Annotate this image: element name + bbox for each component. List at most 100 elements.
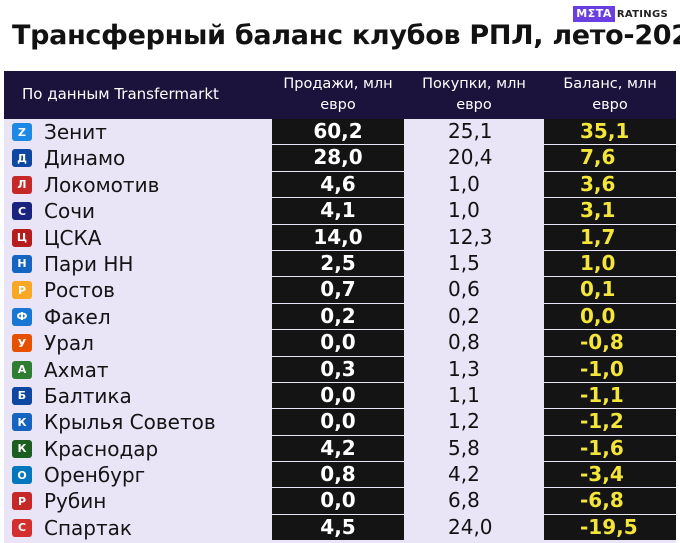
club-name: Оренбург (44, 463, 146, 488)
brand-text: RATINGS (616, 8, 668, 20)
table-row: Б Балтика 0,0 1,1 -1,1 (4, 382, 676, 409)
buys-value: 1,0 (448, 198, 480, 223)
balance-value: -1,1 (544, 382, 676, 409)
krylia-sovetov-logo-icon: К (12, 413, 32, 432)
page-title: Трансферный баланс клубов РПЛ, лето-2023 (12, 20, 680, 51)
akhmat-logo-icon: А (12, 360, 32, 379)
buys-value: 0,8 (448, 330, 480, 355)
balance-header-line1: Баланс, млн (563, 76, 657, 92)
balance-value: 35,1 (544, 119, 676, 145)
orenburg-logo-icon: О (12, 466, 32, 485)
meta-ratings-logo: MΣTA RATINGS (573, 6, 668, 22)
table-row: Л Локомотив 4,6 1,0 3,6 (4, 171, 676, 198)
balance-value: -1,0 (544, 356, 676, 382)
balance-value: -1,6 (544, 435, 676, 462)
sales-value: 0,2 (272, 303, 404, 330)
buys-value: 1,1 (448, 382, 480, 407)
balance-header: Баланс, млн евро (544, 74, 676, 116)
buys-value: 0,2 (448, 303, 480, 328)
balance-value: 7,6 (544, 145, 676, 171)
club-name: Урал (44, 331, 94, 356)
sales-value: 0,0 (272, 382, 404, 409)
sales-value: 0,3 (272, 356, 404, 382)
buys-value: 6,8 (448, 488, 480, 513)
balance-value: 0,1 (544, 277, 676, 303)
sales-value: 0,0 (272, 330, 404, 356)
cska-logo-icon: Ц (12, 228, 32, 247)
club-name: Ростов (44, 278, 115, 303)
sales-value: 4,5 (272, 514, 404, 541)
buys-value: 20,4 (448, 145, 493, 170)
sales-value: 0,0 (272, 409, 404, 435)
dinamo-logo-icon: Д (12, 149, 32, 168)
buys-value: 24,0 (448, 514, 493, 539)
buys-value: 4,2 (448, 462, 480, 487)
transfer-balance-table: По данным Transfermarkt Продажи, млн евр… (4, 71, 676, 543)
zenit-logo-icon: Z (12, 123, 32, 141)
balance-header-line2: евро (592, 97, 628, 113)
sales-header-line2: евро (320, 97, 356, 113)
club-name: Динамо (44, 146, 126, 171)
club-name: ЦСКА (44, 225, 102, 250)
table-row: С Спартак 4,5 24,0 -19,5 (4, 514, 676, 541)
buys-value: 1,5 (448, 250, 480, 275)
club-name: Спартак (44, 515, 132, 540)
table-row: Ф Факел 0,2 0,2 0,0 (4, 303, 676, 330)
rubin-logo-icon: Р (12, 492, 32, 511)
club-name: Пари НН (44, 251, 134, 276)
table-row: Ц ЦСКА 14,0 12,3 1,7 (4, 224, 676, 251)
table-row: А Ахмат 0,3 1,3 -1,0 (4, 356, 676, 383)
spartak-logo-icon: С (12, 518, 32, 537)
club-name: Рубин (44, 489, 107, 514)
sales-value: 2,5 (272, 250, 404, 277)
buys-header: Покупки, млн евро (408, 74, 540, 116)
krasnodar-logo-icon: К (12, 439, 32, 458)
sales-value: 0,0 (272, 488, 404, 514)
table-row: Z Зенит 60,2 25,1 35,1 (4, 119, 676, 145)
table-row: Н Пари НН 2,5 1,5 1,0 (4, 250, 676, 277)
club-name: Локомотив (44, 172, 160, 197)
club-name: Факел (44, 304, 111, 329)
lokomotiv-logo-icon: Л (12, 175, 32, 194)
table-body: Z Зенит 60,2 25,1 35,1 Д Динамо 28,0 20,4 7,6 Л Лок… (4, 119, 676, 541)
table-row: К Краснодар 4,2 5,8 -1,6 (4, 435, 676, 462)
table-header: По данным Transfermarkt Продажи, млн евр… (4, 71, 676, 119)
brand-box: MΣTA (573, 6, 615, 22)
buys-value: 0,6 (448, 277, 480, 302)
balance-value: 3,1 (544, 198, 676, 224)
ural-logo-icon: У (12, 334, 32, 353)
sales-value: 60,2 (272, 119, 404, 145)
pari-nn-logo-icon: Н (12, 254, 32, 273)
buys-value: 1,3 (448, 356, 480, 381)
sochi-logo-icon: С (12, 202, 32, 221)
sales-value: 14,0 (272, 224, 404, 250)
table-row: К Крылья Советов 0,0 1,2 -1,2 (4, 409, 676, 435)
balance-value: -1,2 (544, 409, 676, 435)
club-name: Крылья Советов (44, 410, 216, 435)
balance-value: -19,5 (544, 514, 676, 541)
buys-header-line2: евро (456, 97, 492, 113)
table-row: С Сочи 4,1 1,0 3,1 (4, 198, 676, 224)
balance-value: -3,4 (544, 462, 676, 488)
club-name: Зенит (44, 120, 107, 144)
fakel-logo-icon: Ф (12, 307, 32, 326)
balance-value: -0,8 (544, 330, 676, 356)
buys-value: 25,1 (448, 119, 493, 143)
buys-value: 1,2 (448, 409, 480, 434)
table-row: Р Рубин 0,0 6,8 -6,8 (4, 488, 676, 514)
club-name: Сочи (44, 199, 96, 224)
table-row: О Оренбург 0,8 4,2 -3,4 (4, 462, 676, 488)
table-row: Д Динамо 28,0 20,4 7,6 (4, 145, 676, 171)
sales-header: Продажи, млн евро (272, 74, 404, 116)
sales-value: 0,7 (272, 277, 404, 303)
balance-value: 1,7 (544, 224, 676, 250)
sales-value: 4,2 (272, 435, 404, 462)
balance-value: 3,6 (544, 171, 676, 198)
club-name: Ахмат (44, 357, 109, 382)
balance-value: -6,8 (544, 488, 676, 514)
table-row: У Урал 0,0 0,8 -0,8 (4, 330, 676, 356)
sales-header-line1: Продажи, млн (283, 76, 393, 92)
table-row: Р Ростов 0,7 0,6 0,1 (4, 277, 676, 303)
sales-value: 28,0 (272, 145, 404, 171)
balance-value: 1,0 (544, 250, 676, 277)
